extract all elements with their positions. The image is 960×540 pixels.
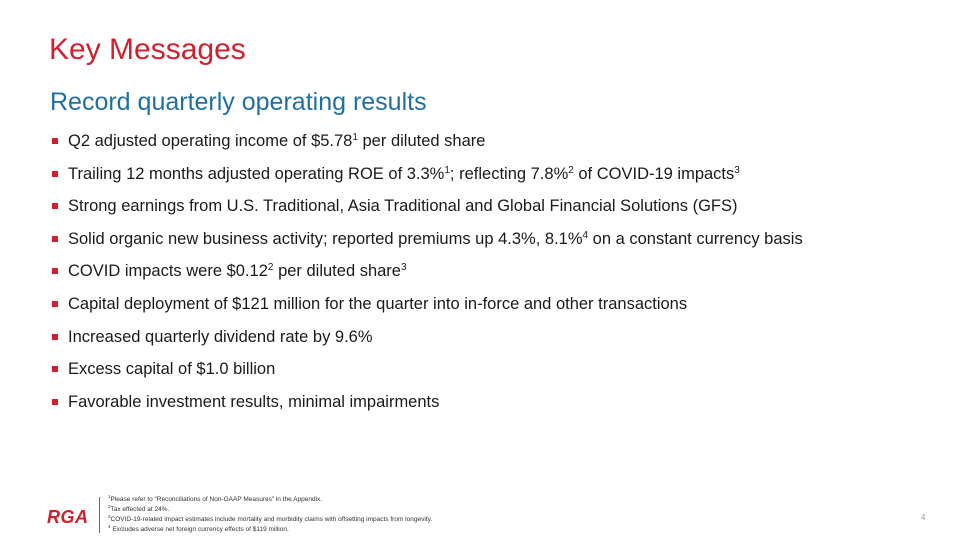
rga-logo: RGA [47, 507, 89, 527]
footnote: 3COVID-19-related impact estimates inclu… [108, 514, 433, 525]
bullet-text: Excess capital of $1.0 billion [68, 360, 276, 379]
footnote: 4 Excludes adverse net foreign currency … [108, 524, 432, 535]
footnote-ref: 1 [352, 132, 358, 143]
bullet-item: Favorable investment results, minimal im… [50, 388, 930, 421]
bullet-item: Increased quarterly dividend rate by 9.6… [50, 323, 930, 356]
square-bullet-icon [52, 203, 58, 210]
footnote-text: Please refer to “Reconciliations of Non-… [110, 496, 323, 503]
square-bullet-icon [52, 300, 58, 307]
bullet-item: Excess capital of $1.0 billion [50, 355, 930, 388]
bullet-item: Solid organic new business activity; rep… [50, 225, 930, 258]
bullet-text: Strong earnings from U.S. Traditional, A… [68, 197, 738, 216]
bullet-text: Trailing 12 months adjusted operating RO… [68, 164, 445, 183]
footnote-number: 4 [108, 524, 111, 529]
bullet-text: per diluted share [357, 132, 486, 150]
footnote-ref: 4 [582, 229, 589, 241]
footnote-text: Excludes adverse net foreign currency ef… [110, 526, 289, 533]
footnote: 1Please refer to “Reconciliations of Non… [108, 494, 432, 505]
footnote-number: 2 [108, 504, 111, 509]
bullet-item: COVID impacts were $0.122 per diluted sh… [50, 257, 930, 290]
footnote-ref: 2 [267, 262, 274, 274]
footer-divider [99, 497, 100, 533]
footnote: 2Tax effected at 24%. [108, 504, 432, 515]
bullet-item: Strong earnings from U.S. Traditional, A… [50, 192, 930, 225]
footnote-number: 1 [108, 494, 111, 499]
square-bullet-icon [52, 333, 58, 340]
bullet-text: on a constant currency basis [588, 229, 803, 248]
footnote-ref: 3 [734, 164, 740, 176]
bullet-text: COVID impacts were $0.12 [68, 262, 268, 281]
footnote-ref: 2 [568, 164, 574, 176]
square-bullet-icon [52, 366, 58, 373]
bullet-text: of COVID-19 impacts [573, 164, 735, 183]
bullet-text: Q2 adjusted operating income of $5.78 [68, 132, 353, 150]
square-bullet-icon [52, 170, 58, 177]
square-bullet-icon [52, 138, 58, 144]
bullet-text: Increased quarterly dividend rate by 9.6… [68, 327, 373, 346]
square-bullet-icon [52, 268, 58, 275]
footnote-text: COVID-19-related impact estimates includ… [110, 516, 433, 523]
page-number: 4 [921, 513, 926, 522]
slide-title: Key Messages [49, 33, 246, 66]
square-bullet-icon [52, 235, 58, 242]
footnotes: 1Please refer to “Reconciliations of Non… [108, 494, 433, 535]
bullet-list: Q2 adjusted operating income of $5.781 p… [50, 127, 930, 420]
bullet-text: ; reflecting 7.8% [449, 164, 569, 183]
bullet-text: Capital deployment of $121 million for t… [68, 294, 688, 313]
bullet-text: Solid organic new business activity; rep… [68, 229, 583, 248]
footnote-ref: 1 [444, 164, 450, 176]
bullet-item: Capital deployment of $121 million for t… [50, 290, 930, 323]
slide-subtitle: Record quarterly operating results [50, 88, 427, 116]
footnote-ref: 3 [400, 262, 407, 274]
bullet-item: Q2 adjusted operating income of $5.781 p… [50, 127, 930, 160]
footnote-number: 3 [108, 514, 111, 519]
bullet-text: Favorable investment results, minimal im… [68, 392, 440, 411]
square-bullet-icon [52, 398, 58, 405]
bullet-text: per diluted share [273, 262, 401, 281]
bullet-item: Trailing 12 months adjusted operating RO… [50, 160, 930, 193]
footnote-text: Tax effected at 24%. [110, 506, 170, 513]
